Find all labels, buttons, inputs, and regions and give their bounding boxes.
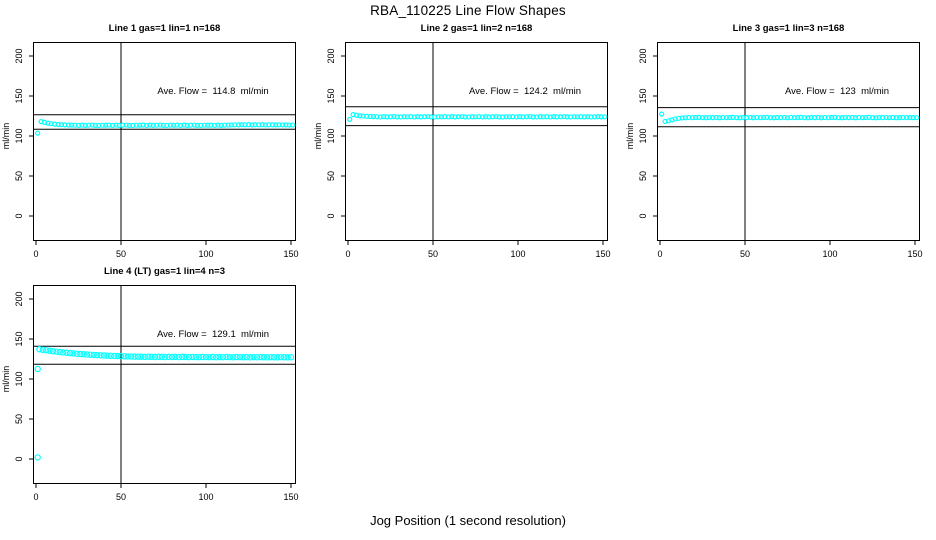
page-title: RBA_110225 Line Flow Shapes — [370, 3, 566, 18]
svg-text:100: 100 — [510, 249, 525, 259]
svg-text:200: 200 — [14, 291, 24, 306]
panel-1-title: Line 1 gas=1 lin=1 n=168 — [108, 23, 221, 34]
svg-text:50: 50 — [14, 171, 24, 181]
svg-text:150: 150 — [907, 249, 922, 259]
shared-x-axis-label: Jog Position (1 second resolution) — [370, 513, 566, 528]
svg-text:0: 0 — [14, 213, 24, 218]
panel-3-plot-area: 0 50 100 150 0 50 100 150 200 — [638, 42, 923, 259]
panel-2-ave-flow-annotation: Ave. Flow = 124.2 ml/min — [468, 86, 582, 97]
panel-line-3: Line 3 gas=1 lin=3 n=168 ml/min Ave. Flo… — [624, 20, 936, 270]
svg-text:150: 150 — [14, 88, 24, 103]
panel-line-1: Line 1 gas=1 lin=1 n=168 ml/min Ave. Flo… — [0, 20, 312, 270]
panel-3-title: Line 3 gas=1 lin=3 n=168 — [732, 23, 845, 34]
svg-text:150: 150 — [595, 249, 610, 259]
svg-text:100: 100 — [326, 128, 336, 143]
panel-1-ave-flow-annotation: Ave. Flow = 114.8 ml/min — [157, 86, 269, 97]
svg-text:100: 100 — [198, 249, 213, 259]
panel-line-4: Line 4 (LT) gas=1 lin=4 n=3 ml/min Ave. … — [0, 263, 312, 513]
svg-text:100: 100 — [638, 128, 648, 143]
svg-text:100: 100 — [14, 371, 24, 386]
svg-text:50: 50 — [638, 171, 648, 181]
svg-text:0: 0 — [33, 492, 38, 502]
svg-text:150: 150 — [283, 249, 298, 259]
panel-1-plot-area: 0 50 100 150 0 50 100 150 200 — [14, 42, 299, 259]
svg-text:100: 100 — [198, 492, 213, 502]
panel-4-title: Line 4 (LT) gas=1 lin=4 n=3 — [104, 266, 225, 277]
svg-text:150: 150 — [638, 88, 648, 103]
svg-text:0: 0 — [657, 249, 662, 259]
svg-text:200: 200 — [14, 48, 24, 63]
svg-text:150: 150 — [14, 331, 24, 346]
svg-text:0: 0 — [345, 249, 350, 259]
svg-text:50: 50 — [116, 249, 126, 259]
svg-text:0: 0 — [33, 249, 38, 259]
panel-4-ave-flow-annotation: Ave. Flow = 129.1 ml/min — [156, 329, 270, 340]
svg-text:150: 150 — [283, 492, 298, 502]
panel-4-plot-area: 0 50 100 150 0 50 100 150 200 — [14, 285, 299, 502]
svg-text:50: 50 — [116, 492, 126, 502]
svg-text:50: 50 — [428, 249, 438, 259]
svg-text:0: 0 — [326, 213, 336, 218]
svg-text:100: 100 — [822, 249, 837, 259]
svg-text:50: 50 — [14, 414, 24, 424]
svg-text:0: 0 — [14, 456, 24, 461]
svg-text:150: 150 — [326, 88, 336, 103]
svg-text:50: 50 — [740, 249, 750, 259]
panel-3-ave-flow-annotation: Ave. Flow = 123 ml/min — [784, 86, 890, 97]
panel-line-2: Line 2 gas=1 lin=2 n=168 ml/min Ave. Flo… — [312, 20, 624, 270]
svg-text:50: 50 — [326, 171, 336, 181]
svg-text:200: 200 — [326, 48, 336, 63]
svg-text:0: 0 — [638, 213, 648, 218]
svg-text:200: 200 — [638, 48, 648, 63]
panel-2-plot-area: 0 50 100 150 0 50 100 150 200 — [326, 42, 611, 259]
svg-text:100: 100 — [14, 128, 24, 143]
panel-2-title: Line 2 gas=1 lin=2 n=168 — [420, 23, 533, 34]
